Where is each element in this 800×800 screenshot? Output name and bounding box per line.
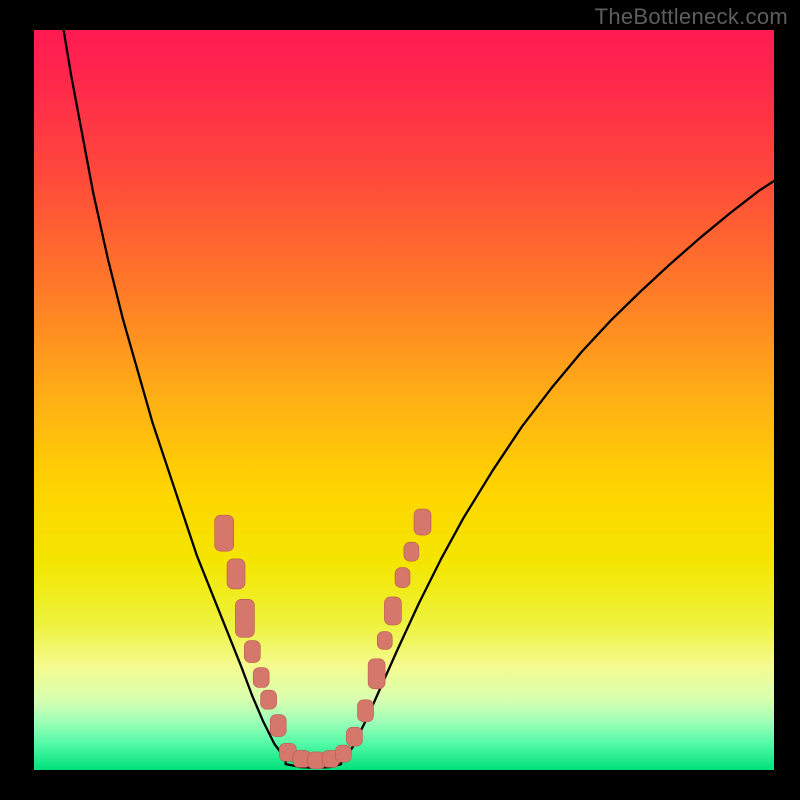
marker-left [244,641,260,663]
curve-path [64,30,774,768]
marker-right [368,659,385,689]
chart-frame: TheBottleneck.com [0,0,800,800]
marker-right [414,509,431,535]
marker-right [384,597,401,625]
marker-left [270,715,286,737]
watermark-text: TheBottleneck.com [595,4,788,30]
marker-left [261,690,277,709]
marker-right [404,542,419,561]
marker-right [346,727,362,746]
plot-area [34,30,774,770]
marker-left [253,668,269,688]
marker-right [358,700,374,722]
marker-left [215,515,234,551]
marker-left [227,559,245,589]
marker-right [377,632,392,650]
bottleneck-curve [34,30,774,770]
marker-left [235,599,254,637]
marker-right [395,568,410,588]
marker-floor [335,745,351,762]
